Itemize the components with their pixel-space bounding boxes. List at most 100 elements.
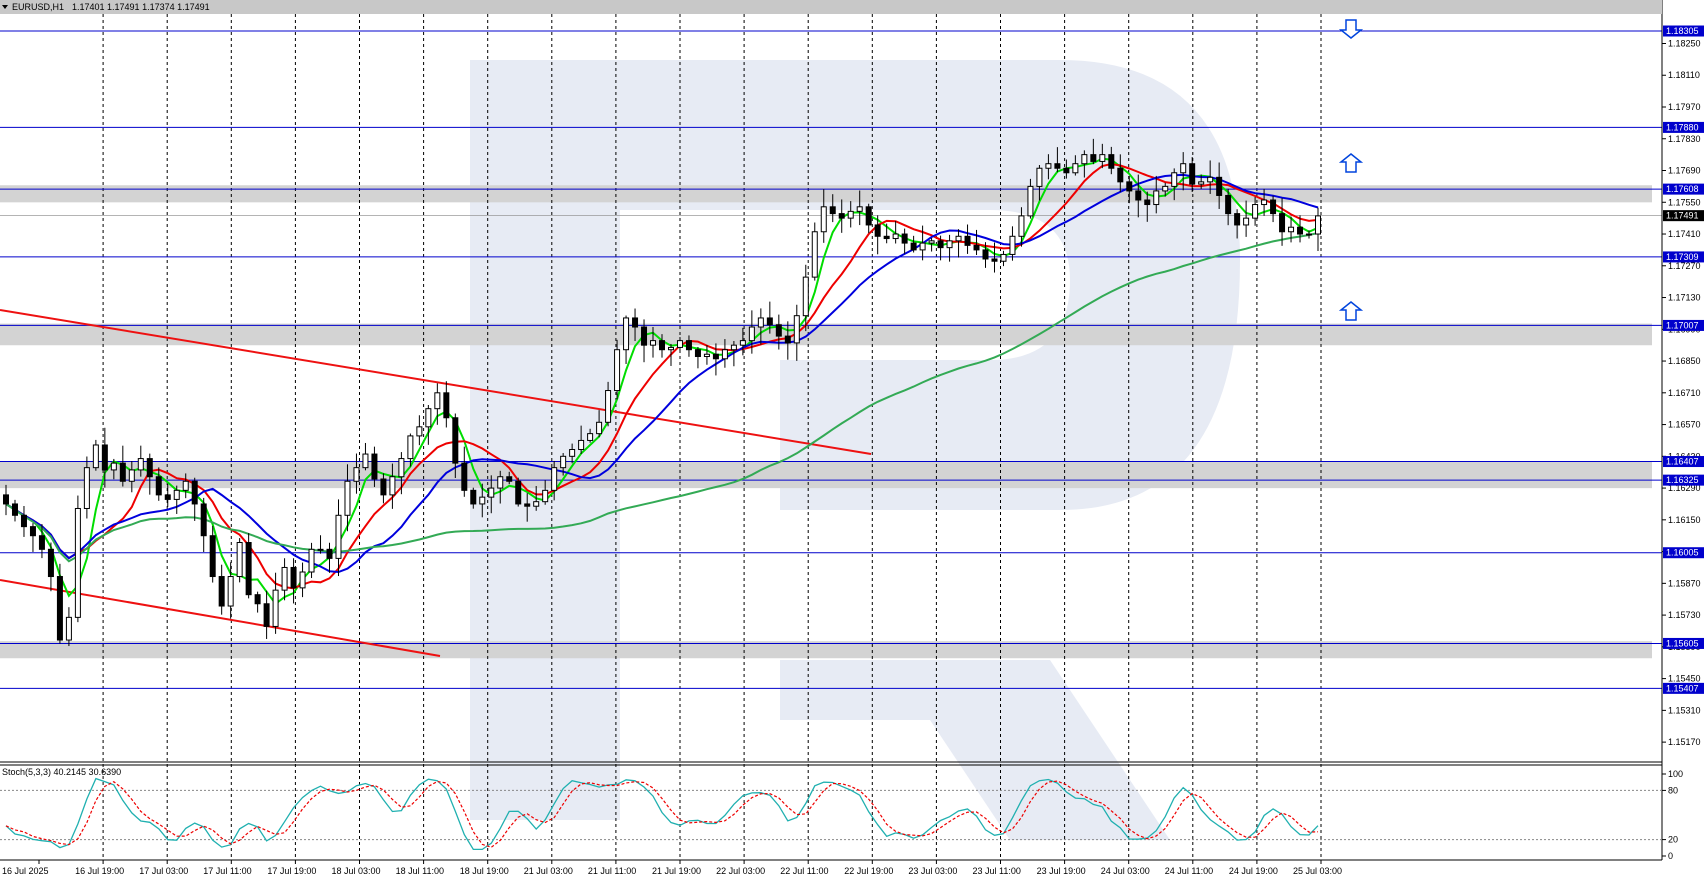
candle-bull [847, 210, 854, 219]
time-axis-ticks: 16 Jul 2025 16 Jul 19:00 17 Jul 03:00 17 Ju… [2, 860, 1342, 876]
candle-bear [452, 417, 459, 464]
candle-bear [11, 503, 18, 516]
symbol-label: EURUSD,H1 [12, 2, 64, 12]
candle-bear [973, 244, 980, 251]
candle-bull [416, 426, 423, 437]
stoch-label: Stoch(5,3,3) 40.2145 30.6390 [2, 767, 121, 777]
price-tick-label: 1.17970 [1668, 102, 1701, 112]
candle-bear [245, 542, 252, 596]
candle-bull [407, 435, 414, 460]
candle-bull [182, 480, 189, 491]
candle-bear [29, 526, 36, 537]
price-tick-label: 1.16710 [1668, 388, 1701, 398]
time-tick-label: 17 Jul 11:00 [203, 866, 251, 876]
level-tag [1663, 25, 1704, 37]
candle-bear [991, 258, 998, 262]
candle-bull [1261, 199, 1268, 206]
candle-bear [326, 548, 333, 559]
price-tick-label: 1.15170 [1668, 737, 1701, 747]
stoch-main-line [5, 777, 1319, 851]
candle-bull [344, 480, 351, 516]
candle-bull [542, 489, 549, 503]
price-tick-label: 1.17270 [1668, 261, 1701, 271]
current-price-text: 1.17491 [1666, 211, 1699, 221]
candle-bear [874, 224, 881, 237]
candle-bear [883, 235, 890, 240]
candle-bull [308, 548, 315, 573]
support-resistance-zones [0, 185, 1652, 659]
stoch-tick-label: 20 [1668, 835, 1678, 845]
candle-bull [317, 548, 324, 551]
stochastic-lines [5, 777, 1319, 851]
level-tag-text: 1.15605 [1666, 638, 1699, 648]
candle-bull [587, 433, 594, 441]
dropdown-icon[interactable] [2, 5, 8, 9]
price-tick-label: 1.17410 [1668, 229, 1701, 239]
chart-header-bar [0, 0, 1662, 14]
stoch-levels [0, 789, 1662, 841]
candle-bull [605, 390, 612, 423]
candle-bull [802, 276, 809, 317]
candle-bear [380, 478, 387, 496]
candles [3, 138, 1321, 647]
candle-bull [353, 467, 360, 482]
candle-bull [596, 421, 603, 435]
level-tag-text: 1.16005 [1666, 548, 1699, 558]
candle-bull [1315, 215, 1321, 235]
arrow-up-icon [1338, 301, 1364, 321]
level-tag-text: 1.17309 [1666, 252, 1699, 262]
stoch-tick-label: 80 [1668, 785, 1678, 795]
candle-bull [398, 458, 405, 478]
candle-bull [650, 340, 657, 346]
time-tick-label: 18 Jul 11:00 [396, 866, 444, 876]
stoch-axis-ticks: 100 80 20 0 [1662, 769, 1683, 861]
level-tag [1663, 183, 1704, 195]
candle-bull [892, 233, 899, 240]
candle-bear [191, 480, 198, 505]
candle-bear [101, 444, 108, 471]
candle-bull [856, 206, 863, 212]
time-tick-label: 18 Jul 19:00 [460, 866, 509, 876]
candle-bull [335, 514, 342, 559]
candle-bear [694, 349, 701, 358]
level-tag-text: 1.17608 [1666, 184, 1699, 194]
candle-bear [712, 353, 719, 360]
candle-bear [506, 476, 513, 482]
candle-bull [928, 240, 935, 244]
time-tick-label: 21 Jul 19:00 [652, 866, 701, 876]
level-tag [1663, 251, 1704, 263]
candle-bull [110, 462, 117, 471]
candle-bull [919, 242, 926, 251]
price-tick-label: 1.17830 [1668, 134, 1701, 144]
time-tick-label: 17 Jul 19:00 [267, 866, 316, 876]
candle-bear [146, 458, 153, 478]
level-tag-text: 1.18305 [1666, 26, 1699, 36]
candle-bull [560, 455, 567, 469]
candle-bull [748, 326, 755, 342]
candle-bear [443, 392, 450, 419]
candle-bear [209, 535, 216, 578]
candle-bear [1144, 199, 1151, 206]
candle-bull [946, 240, 953, 249]
zone-band [0, 461, 1652, 489]
trendline-lower [0, 579, 441, 657]
level-tag-text: 1.16325 [1666, 475, 1699, 485]
candle-bear [1135, 190, 1142, 201]
candle-bull [667, 346, 674, 351]
candle-bear [1054, 163, 1061, 169]
time-tick-label: 23 Jul 19:00 [1037, 866, 1086, 876]
candle-bear [119, 462, 126, 482]
candle-bull [137, 458, 144, 471]
candle-bear [164, 494, 171, 500]
candle-bull [703, 353, 710, 358]
time-tick-label: 23 Jul 03:00 [908, 866, 957, 876]
level-tag [1663, 474, 1704, 486]
time-tick-label: 21 Jul 03:00 [524, 866, 573, 876]
candle-bull [1306, 233, 1313, 236]
candle-bull [65, 616, 72, 641]
candle-bear [1216, 176, 1223, 196]
candle-bear [1126, 181, 1133, 192]
candle-bear [1234, 213, 1241, 226]
candle-bear [38, 535, 45, 550]
candle-bull [721, 349, 728, 360]
